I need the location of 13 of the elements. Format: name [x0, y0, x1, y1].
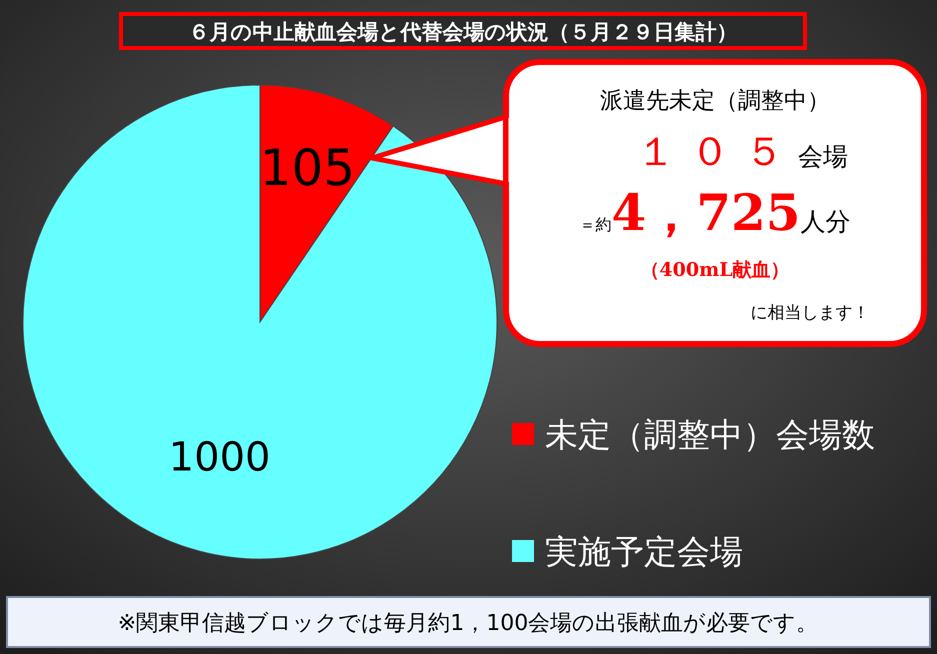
annotation: （400mL献血）: [640, 259, 790, 281]
slice-label: 実施予定会場: [545, 532, 743, 571]
annotation: １０５会場: [636, 129, 848, 175]
annotation: 派遣先未定（調整中）: [600, 88, 830, 114]
legend-label: 未定（調整中）会場数: [545, 415, 875, 454]
legend: 未定（調整中）会場数 実施予定会場: [512, 415, 875, 571]
annotation: ※関東甲信越ブロックでは毎月約1，100会場の出張献血が必要です。: [6, 596, 931, 648]
annotation: に相当します！: [750, 303, 870, 323]
data-label: 105: [260, 138, 356, 197]
title: ６月の中止献血会場と代替会場の状況（５月２９日集計）: [119, 12, 807, 50]
data-label: 1000: [168, 434, 270, 480]
chart-title: ６月の中止献血会場と代替会場の状況（５月２９日集計）: [188, 20, 738, 44]
annotation: ＝約4，725人分: [579, 183, 851, 242]
